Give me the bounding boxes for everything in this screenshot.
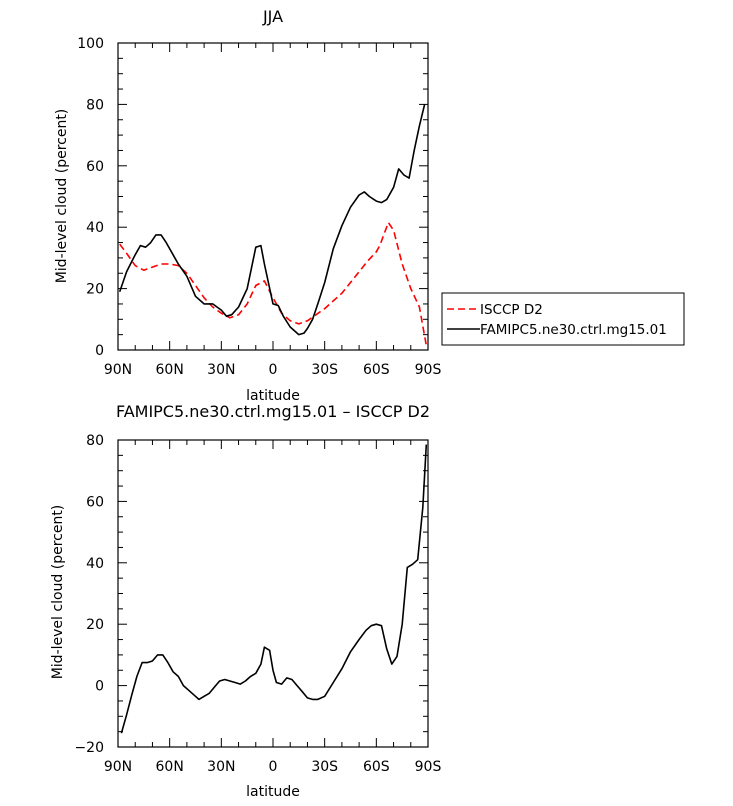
x-tick-label-bottom: 30S (311, 759, 338, 775)
panel-top-title: JJA (262, 7, 283, 26)
panel-bottom-xlabel: latitude (246, 784, 300, 800)
panel-bottom-title: FAMIPC5.ne30.ctrl.mg15.01 – ISCCP D2 (116, 402, 430, 421)
y-tick-label-top: 100 (77, 36, 104, 52)
x-tick-label-bottom: 90N (104, 759, 132, 775)
x-tick-label-top: 0 (269, 362, 278, 378)
y-tick-label-top: 60 (86, 159, 104, 175)
x-tick-label-top: 90N (104, 362, 132, 378)
x-tick-label-bottom: 60N (156, 759, 184, 775)
x-tick-label-top: 30S (311, 362, 338, 378)
series-line-top-1 (118, 104, 426, 336)
y-tick-label-bottom: 60 (86, 494, 104, 510)
y-tick-label-bottom: −20 (74, 740, 104, 756)
legend-box (441, 292, 685, 346)
series-line-bottom-0 (120, 444, 428, 734)
x-tick-label-top: 60S (363, 362, 390, 378)
y-tick-label-bottom: 20 (86, 617, 104, 633)
panel-top-jja: JJA latitude Mid-level cloud (percent) 9… (54, 7, 441, 404)
x-tick-label-bottom: 90S (415, 759, 442, 775)
panel-top-xlabel: latitude (246, 388, 300, 404)
y-tick-label-top: 0 (95, 343, 104, 359)
y-tick-label-top: 40 (86, 220, 104, 236)
x-tick-label-top: 60N (156, 362, 184, 378)
panel-bottom-difference: FAMIPC5.ne30.ctrl.mg15.01 – ISCCP D2 lat… (50, 402, 441, 800)
legend-label-1: FAMIPC5.ne30.ctrl.mg15.01 (480, 322, 667, 338)
legend-label-0: ISCCP D2 (480, 302, 543, 318)
plot-frame-bottom (117, 439, 429, 748)
x-tick-label-top: 30N (207, 362, 235, 378)
panel-top-ylabel: Mid-level cloud (percent) (54, 109, 70, 284)
y-tick-label-bottom: 80 (86, 433, 104, 449)
panel-bottom-ylabel: Mid-level cloud (percent) (50, 505, 66, 680)
legend: ISCCP D2 FAMIPC5.ne30.ctrl.mg15.01 (441, 292, 685, 346)
x-tick-label-bottom: 60S (363, 759, 390, 775)
x-tick-label-top: 90S (415, 362, 442, 378)
y-tick-label-top: 20 (86, 282, 104, 298)
x-tick-label-bottom: 0 (269, 759, 278, 775)
y-tick-label-top: 80 (86, 97, 104, 113)
y-tick-label-bottom: 0 (95, 679, 104, 695)
x-tick-label-bottom: 30N (207, 759, 235, 775)
y-tick-label-bottom: 40 (86, 556, 104, 572)
